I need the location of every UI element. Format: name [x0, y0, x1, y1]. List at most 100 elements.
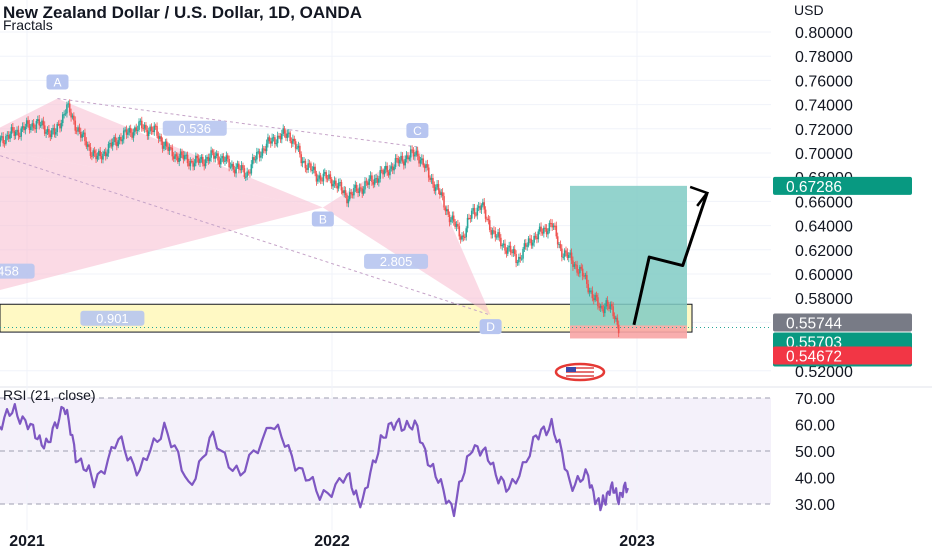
price-tick-label: 0.72000 — [795, 122, 853, 139]
candle — [540, 222, 542, 237]
candle — [139, 118, 142, 126]
candle-body — [240, 165, 243, 171]
price-axis[interactable]: 0.80000 0.78000 0.76000 0.74000 0.72000 0.700… — [795, 25, 853, 514]
candle-body — [569, 252, 571, 256]
us-flag-event-icon[interactable] — [554, 362, 606, 382]
candle-body — [587, 283, 589, 293]
candle — [118, 134, 121, 145]
candle-body — [590, 290, 592, 292]
candle-body — [566, 252, 569, 258]
candle — [342, 187, 344, 196]
candle-body — [346, 195, 348, 204]
candle-body — [71, 115, 74, 118]
candle-body — [167, 146, 169, 151]
candle — [260, 151, 262, 162]
candle — [125, 125, 128, 139]
candle — [477, 202, 480, 212]
candle-body — [117, 140, 120, 147]
candle — [39, 121, 42, 128]
candle-body — [378, 178, 380, 183]
candle — [364, 177, 366, 194]
candle — [160, 133, 162, 146]
candle — [545, 224, 548, 238]
candle-body — [457, 224, 459, 227]
candle-body — [253, 157, 255, 160]
candle-body — [0, 136, 3, 138]
candle — [484, 206, 487, 223]
candle — [389, 165, 391, 180]
candle-body — [271, 137, 273, 144]
candle-body — [580, 266, 583, 269]
candle — [469, 214, 472, 223]
candle-body — [145, 124, 147, 130]
candle — [88, 141, 90, 151]
candle-body — [545, 228, 548, 235]
candle — [276, 131, 279, 148]
rsi-legend[interactable]: RSI (21, close) — [3, 387, 96, 403]
candle-body — [480, 205, 483, 210]
candle-body — [215, 153, 218, 156]
candle — [181, 148, 183, 159]
candle-body — [99, 150, 101, 157]
projection-path[interactable] — [632, 185, 710, 326]
candle-body — [159, 136, 161, 139]
candle-body — [60, 123, 63, 129]
candle-body — [89, 147, 92, 156]
candle — [272, 133, 275, 142]
pattern-point-bg — [479, 319, 502, 335]
candle — [5, 133, 7, 146]
candle-body — [319, 175, 322, 181]
candle — [71, 113, 74, 120]
candle-body — [544, 227, 547, 229]
candle — [366, 180, 369, 188]
price-tick-label: 0.66000 — [795, 194, 853, 211]
candle-body — [116, 142, 118, 147]
indicator-legend[interactable]: Fractals — [3, 17, 53, 33]
candle-body — [486, 218, 488, 220]
candle-body — [342, 190, 344, 194]
candle-body — [366, 182, 369, 185]
candle-body — [274, 137, 276, 145]
candle — [569, 249, 571, 258]
candle-body — [228, 158, 230, 168]
candle-body — [149, 126, 151, 132]
candle-body — [164, 141, 167, 146]
candle — [493, 226, 495, 234]
candle-body — [207, 156, 210, 162]
candle-body — [466, 217, 469, 229]
candle-body — [246, 171, 248, 177]
candle-body — [574, 264, 577, 266]
candle-body — [411, 149, 413, 151]
pattern-point-bg — [311, 211, 334, 227]
projection-arrowhead — [689, 185, 710, 207]
candle — [24, 123, 27, 135]
candle — [369, 171, 372, 181]
candle-body — [135, 127, 138, 131]
candle-body — [401, 155, 404, 162]
candle — [145, 121, 147, 133]
candle — [106, 149, 108, 160]
candle-body — [318, 175, 321, 179]
take-profit-box[interactable] — [570, 185, 687, 326]
candle-body — [139, 120, 142, 122]
candle — [37, 115, 39, 124]
candle — [355, 182, 358, 194]
candle-body — [393, 166, 395, 171]
candle — [35, 119, 38, 133]
candle-body — [12, 127, 14, 131]
candle — [462, 231, 465, 242]
candle-body — [321, 180, 323, 182]
stop-loss-box[interactable] — [570, 325, 687, 339]
candle-body — [7, 135, 10, 139]
candle-body — [178, 157, 181, 162]
candle-body — [140, 120, 143, 129]
candle-body — [371, 175, 373, 182]
candle-body — [189, 160, 192, 167]
candle — [567, 252, 570, 263]
candle — [226, 153, 229, 163]
candle — [299, 143, 301, 158]
candle-body — [226, 155, 229, 159]
candle — [30, 124, 32, 133]
candle — [353, 184, 355, 199]
